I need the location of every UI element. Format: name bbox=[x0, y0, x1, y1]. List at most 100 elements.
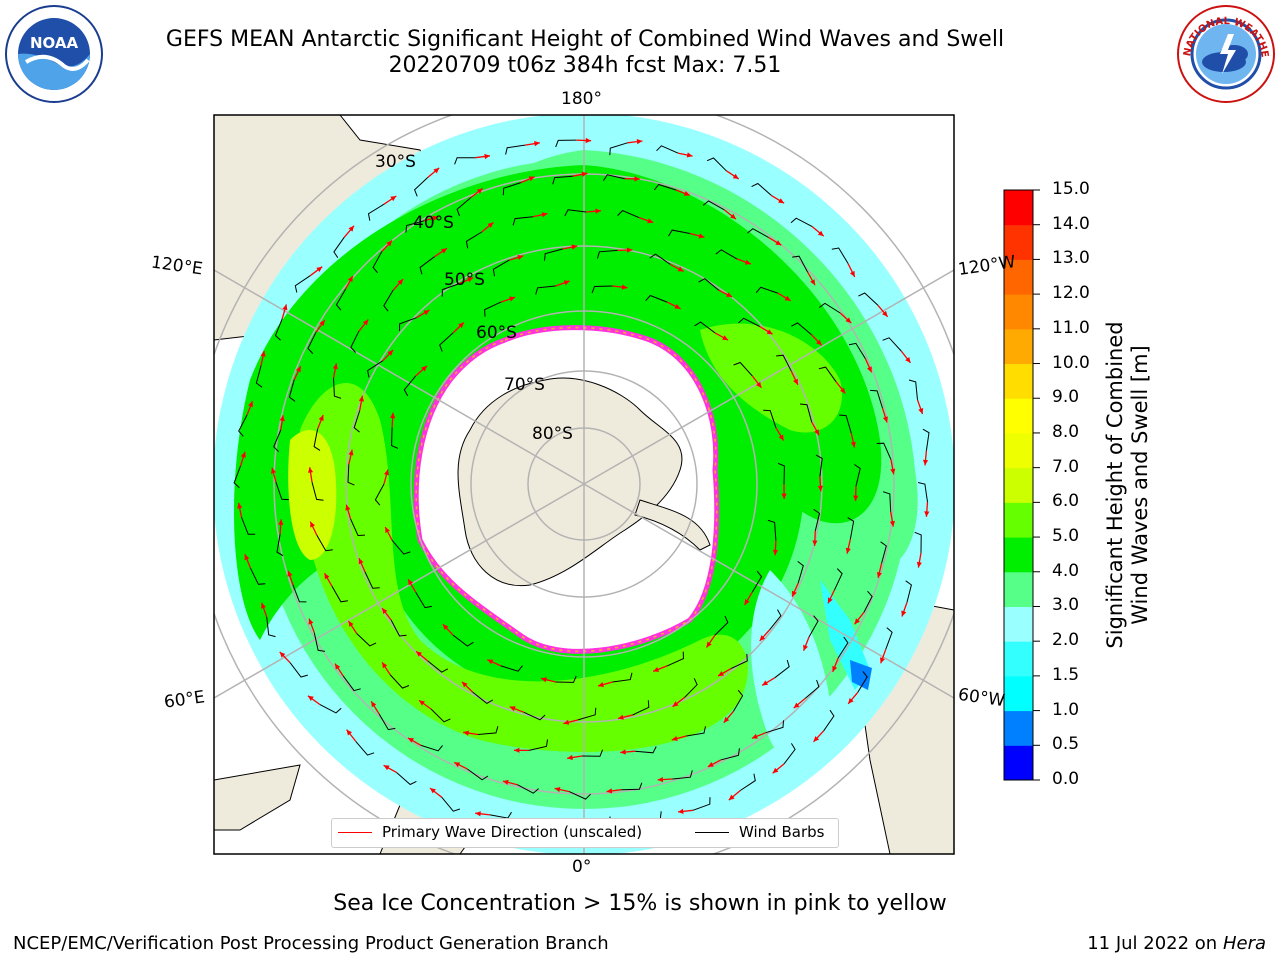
wave-arrow-head bbox=[778, 198, 785, 204]
wind-barb bbox=[255, 365, 263, 388]
wind-barb bbox=[751, 182, 772, 196]
wind-barb bbox=[454, 157, 476, 165]
wind-barb bbox=[414, 177, 429, 197]
wind-barb bbox=[790, 217, 813, 228]
wind-barb bbox=[478, 726, 499, 735]
colorbar-segment bbox=[1004, 502, 1033, 538]
wave-arrow-head bbox=[817, 230, 824, 237]
wave-arrow-head bbox=[766, 329, 773, 335]
wave-arrow-head bbox=[467, 277, 474, 283]
wind-barb bbox=[730, 653, 748, 670]
wave-arrow-head bbox=[922, 459, 929, 466]
colorbar-tick-label: 7.0 bbox=[1052, 456, 1080, 477]
wave-arrow-head bbox=[732, 173, 739, 179]
wind-barb bbox=[233, 465, 241, 488]
wind-barb bbox=[266, 616, 276, 638]
colorbar-tick-label: 11.0 bbox=[1052, 317, 1090, 338]
colorbar bbox=[1004, 189, 1040, 781]
wave-arrow-head bbox=[421, 365, 427, 372]
wind-barb bbox=[733, 361, 753, 377]
wind-barb bbox=[882, 491, 892, 512]
wave-arrow-head bbox=[876, 572, 882, 578]
wind-barb bbox=[405, 220, 425, 233]
wind-barb bbox=[769, 609, 782, 631]
wave-arrow-head bbox=[634, 176, 640, 182]
wave-arrow-head bbox=[419, 700, 425, 706]
wind-barb bbox=[692, 797, 711, 811]
wind-barb bbox=[552, 175, 573, 185]
colorbar-segment bbox=[1004, 224, 1033, 260]
wave-arrow-head bbox=[784, 295, 791, 301]
wind-barb-swatch bbox=[695, 832, 729, 833]
wave-arrow-head bbox=[390, 412, 396, 419]
wind-barb bbox=[441, 283, 460, 297]
wind-barb bbox=[333, 378, 342, 399]
colorbar-segment bbox=[1004, 432, 1033, 469]
wind-barb bbox=[313, 632, 326, 652]
wind-barb bbox=[706, 157, 727, 172]
wind-barb bbox=[813, 508, 821, 532]
wave-arrow-head bbox=[348, 449, 354, 456]
sea-ice-note: Sea Ice Concentration > 15% is shown in … bbox=[333, 891, 947, 916]
wave-arrow-head bbox=[382, 662, 388, 669]
wind-barb bbox=[668, 229, 690, 237]
wind-barb bbox=[356, 633, 377, 647]
wind-barb bbox=[581, 749, 604, 757]
wave-arrow-head bbox=[730, 213, 736, 220]
wave-arrow-head bbox=[867, 366, 872, 373]
wave-arrow-head bbox=[812, 540, 818, 546]
wind-barb bbox=[389, 674, 410, 689]
wind-barb bbox=[555, 139, 577, 148]
colorbar-segment bbox=[1004, 675, 1033, 712]
wave-arrow-head bbox=[324, 573, 330, 580]
wind-barb bbox=[747, 228, 769, 238]
wind-barb bbox=[355, 741, 375, 756]
wind-barb bbox=[430, 708, 451, 723]
wave-arrow-head bbox=[316, 266, 323, 272]
wave-arrow-head bbox=[924, 511, 930, 517]
wind-barb bbox=[419, 256, 435, 275]
legend-wave-direction: Primary Wave Direction (unscaled) bbox=[382, 823, 643, 841]
wave-arrow-head bbox=[282, 304, 288, 311]
wave-arrow-head bbox=[383, 765, 390, 771]
wave-arrow-head bbox=[318, 415, 324, 421]
wind-barb bbox=[456, 197, 472, 217]
wave-arrow-head bbox=[430, 788, 436, 794]
wave-arrow-head bbox=[722, 335, 729, 341]
wave-arrow-head bbox=[621, 284, 628, 290]
wind-barb bbox=[528, 739, 548, 751]
wave-arrow-head bbox=[677, 266, 684, 272]
wind-barb bbox=[839, 414, 852, 434]
wave-arrow-head bbox=[567, 754, 573, 761]
wave-arrow-head bbox=[308, 467, 314, 473]
wind-barb bbox=[632, 700, 650, 716]
wave-arrow-head bbox=[476, 188, 483, 194]
wind-barb bbox=[241, 517, 256, 535]
wave-arrow-head bbox=[581, 171, 588, 177]
wind-barb bbox=[854, 464, 861, 487]
wave-arrow-head bbox=[514, 747, 520, 753]
wave-arrow-head bbox=[310, 521, 315, 528]
wave-arrow-head bbox=[626, 247, 633, 253]
wave-arrow-head bbox=[261, 602, 266, 609]
wave-arrow-head bbox=[793, 378, 798, 385]
wave-arrow-head bbox=[728, 794, 735, 801]
wave-arrow-head bbox=[813, 736, 820, 742]
wave-arrow-head bbox=[271, 467, 276, 474]
wind-barb bbox=[403, 375, 417, 397]
wave-arrow-head bbox=[810, 279, 815, 286]
wind-barb bbox=[602, 174, 625, 181]
wind-barb bbox=[415, 591, 432, 609]
wind-barb bbox=[313, 428, 321, 451]
wave-arrow-head bbox=[458, 322, 464, 329]
wave-arrow-head bbox=[850, 441, 856, 448]
wind-barb bbox=[390, 619, 407, 637]
wind-barb bbox=[452, 634, 474, 647]
wind-barb bbox=[797, 561, 804, 584]
wave-arrow-head bbox=[534, 141, 540, 147]
wave-arrow-head bbox=[845, 547, 851, 554]
wave-arrow-head bbox=[332, 363, 338, 370]
wave-arrow-head bbox=[882, 310, 888, 317]
wave-arrow-head bbox=[848, 698, 854, 704]
